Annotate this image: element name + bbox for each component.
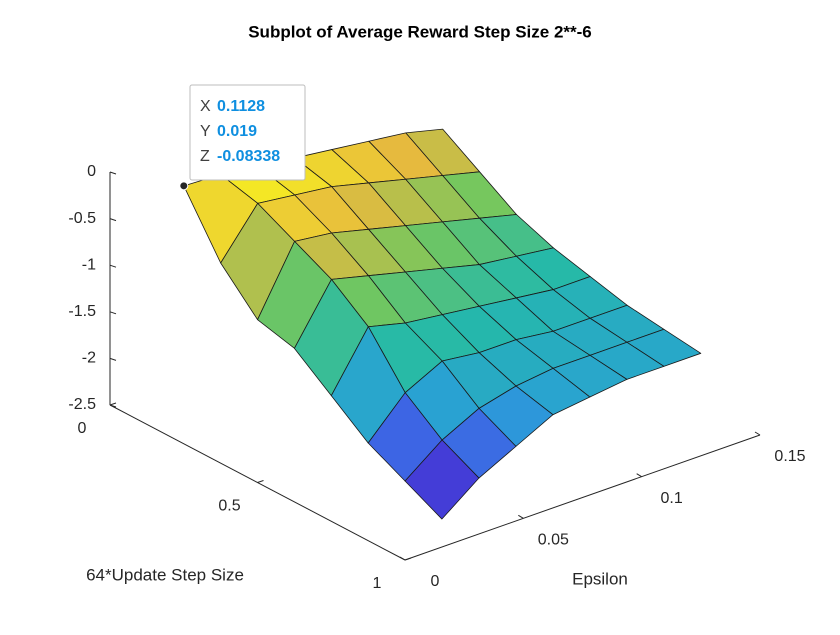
z-tick: [109, 357, 117, 361]
datatip-label: Y: [200, 123, 211, 140]
y-tick: [109, 402, 117, 406]
x-tick: [399, 556, 406, 561]
x-tick: [636, 473, 642, 478]
datatip-label: X: [200, 98, 211, 115]
surface: [183, 128, 702, 520]
z-tick-label: -2: [82, 350, 96, 367]
z-tick: [109, 264, 117, 268]
surface-face: [404, 439, 480, 520]
z-tick: [109, 404, 117, 408]
y-tick-label: 1: [373, 575, 382, 592]
datatip-value: 0.1128: [217, 98, 265, 115]
chart-title: Subplot of Average Reward Step Size 2**-…: [248, 22, 592, 41]
x-tick-label: 0.15: [774, 448, 805, 465]
x-tick-label: 0.1: [661, 490, 683, 507]
datatip-label: Z: [200, 148, 210, 165]
z-tick-label: -1.5: [68, 303, 96, 320]
datatip-value: 0.019: [217, 123, 257, 140]
datatip-marker: [179, 181, 189, 191]
y-axis-label: 64*Update Step Size: [86, 565, 244, 584]
z-tick: [109, 218, 117, 222]
x-tick: [518, 514, 524, 519]
y-tick-label: 0: [78, 420, 87, 437]
y-tick: [257, 480, 264, 483]
x-tick: [754, 431, 761, 436]
x-axis-label: Epsilon: [572, 569, 628, 588]
z-tick: [109, 311, 117, 315]
datatip-box: [189, 84, 306, 181]
datatip-value: -0.08338: [217, 148, 280, 165]
y-tick: [404, 557, 412, 561]
x-axis-line: [404, 434, 761, 561]
x-tick-label: 0: [431, 573, 440, 590]
axes: 0 0.05 0.1 0.15 0 0.5 1 0 -0.5 -1 -1.5 -2 -2.5: [68, 163, 805, 592]
z-tick: [109, 171, 117, 175]
y-tick-label: 0.5: [218, 498, 240, 515]
x-tick-label: 0.05: [538, 532, 569, 549]
z-tick-label: -0.5: [68, 210, 96, 227]
z-tick-label: -2.5: [68, 396, 96, 413]
datatip[interactable]: X 0.1128 Y 0.019 Z -0.08338: [179, 84, 306, 191]
z-tick-label: 0: [87, 163, 96, 180]
z-tick-label: -1: [82, 256, 96, 273]
